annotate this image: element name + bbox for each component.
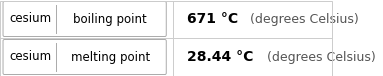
FancyBboxPatch shape [3,40,166,74]
Text: cesium: cesium [9,12,51,26]
Text: cesium: cesium [9,50,51,64]
Text: boiling point: boiling point [74,12,147,26]
Text: 28.44 °C: 28.44 °C [187,50,253,64]
Text: (degrees Celsius): (degrees Celsius) [246,12,358,26]
Text: melting point: melting point [70,50,150,64]
Text: (degrees Celsius): (degrees Celsius) [263,50,375,64]
Text: 671 °C: 671 °C [187,12,238,26]
FancyBboxPatch shape [3,2,166,36]
